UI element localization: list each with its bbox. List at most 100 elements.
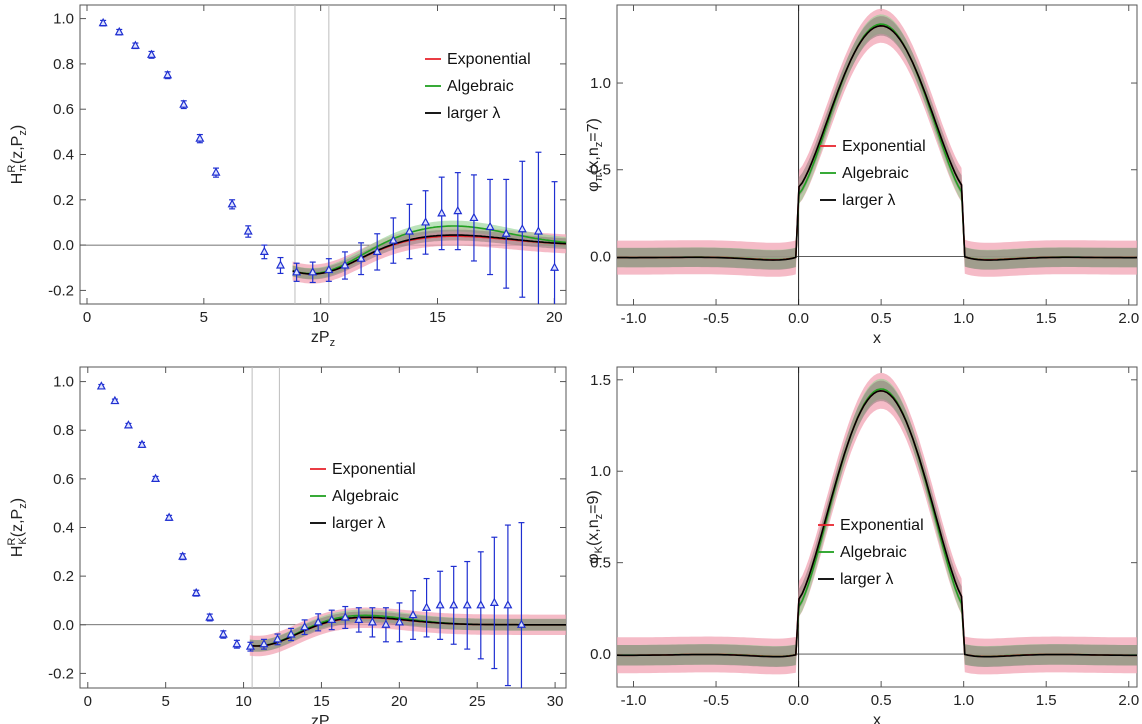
data-point <box>408 609 418 619</box>
data-point <box>381 619 391 628</box>
y-axis-label-main: φ <box>585 553 602 563</box>
x-axis-label-main: x <box>873 712 881 724</box>
data-point <box>259 638 269 648</box>
legend-label-algebraic: Algebraic <box>842 165 909 182</box>
data-point <box>137 439 147 448</box>
data-point <box>516 619 526 628</box>
larger-lambda-line <box>249 616 566 647</box>
x-axis-label-main: zP <box>311 329 330 346</box>
legend-label-larger: larger λ <box>447 105 500 122</box>
x-tick-label: 15 <box>429 309 446 326</box>
y-tick-label: 1.5 <box>590 372 611 389</box>
data-point <box>205 612 215 621</box>
y-tick-label: 1.0 <box>590 75 611 92</box>
x-axis-label: zPz <box>311 713 335 724</box>
data-point <box>110 395 120 405</box>
exponential-band <box>617 372 1137 675</box>
data-point <box>550 262 560 271</box>
y-axis-label-tail: (z,P <box>9 136 26 164</box>
x-tick-label: -0.5 <box>703 692 729 709</box>
y-axis-label-sub: K <box>593 545 605 553</box>
x-tick-label: 1.5 <box>1036 310 1057 327</box>
curve-layer <box>617 372 1137 675</box>
x-tick-label: 0.5 <box>871 310 892 327</box>
plot-frame <box>79 366 567 689</box>
data-point <box>232 638 242 648</box>
y-axis-label-tail: (z,P <box>9 509 26 537</box>
y-axis-label-tail-sub: z <box>593 514 605 520</box>
x-tick-label: 0 <box>83 309 91 326</box>
x-axis-label-sub: z <box>330 337 336 349</box>
data-point <box>146 49 157 58</box>
plot-frame <box>79 4 567 305</box>
y-axis-label: HRK(z,Pz) <box>6 498 29 557</box>
data-point <box>453 205 463 215</box>
legend-label-larger: larger λ <box>332 515 385 532</box>
y-tick-label: 1.0 <box>590 463 611 480</box>
y-tick-label: 0.4 <box>53 520 74 537</box>
y-axis-label-tail-sub: z <box>17 503 29 509</box>
legend-label-exponential: Exponential <box>842 138 926 155</box>
x-axis-label: x <box>873 330 881 347</box>
y-tick-label: 0.0 <box>590 646 611 663</box>
x-tick-label: 10 <box>312 309 329 326</box>
legend-label-algebraic: Algebraic <box>332 488 399 505</box>
y-tick-label: 0.2 <box>53 568 74 585</box>
x-tick-label: -1.0 <box>621 310 647 327</box>
y-axis-label-tail-sub: z <box>17 130 29 136</box>
data-point <box>354 614 364 624</box>
data-point <box>476 600 486 609</box>
data-point <box>164 512 174 521</box>
y-tick-label: -0.2 <box>48 282 74 299</box>
x-tick-label: 1.0 <box>953 310 974 327</box>
data-point <box>462 600 472 609</box>
y-axis-label-main: H <box>9 546 26 558</box>
data-point <box>437 208 447 217</box>
x-tick-label: 15 <box>313 693 330 710</box>
data-point <box>96 381 106 390</box>
data-point <box>195 133 205 142</box>
data-point <box>114 26 124 36</box>
plot-frame <box>616 4 1138 306</box>
x-tick-label: 0.0 <box>788 310 809 327</box>
legend-label-larger: larger λ <box>840 571 893 588</box>
y-tick-label: 0.0 <box>53 617 74 634</box>
data-point <box>178 551 188 560</box>
curve-layer <box>98 17 566 304</box>
x-tick-label: 30 <box>547 693 564 710</box>
data-point <box>218 629 228 638</box>
kaon-matrix-element-panel: 0 5 10 15 20 25 30 -0.2 0.0 0.2 0.4 0.6 0.8 1.0 Expone… <box>6 366 567 724</box>
y-axis-label-end: ) <box>9 125 26 130</box>
y-tick-label: 1.0 <box>53 374 74 391</box>
data-point <box>422 602 432 611</box>
y-tick-label: 0.0 <box>53 237 74 254</box>
y-axis-label: φK(x,nz=9) <box>585 490 605 563</box>
pion-da-panel: -1.0 -0.5 0.0 0.5 1.0 1.5 2.0 0.0 0.5 1.0 Exponent… <box>585 4 1139 347</box>
legend-label-exponential: Exponential <box>840 517 924 534</box>
y-axis-label-end: ) <box>9 498 26 503</box>
x-tick-label: 2.0 <box>1118 692 1139 709</box>
data-point <box>245 641 255 650</box>
data-point <box>191 587 201 597</box>
data-point <box>243 226 253 235</box>
x-tick-label: -1.0 <box>621 692 647 709</box>
curve-layer <box>96 381 566 688</box>
y-axis-label-tail: (x,n <box>585 147 602 174</box>
y-axis-label-sub: K <box>17 537 29 545</box>
legend-label-larger: larger λ <box>842 192 895 209</box>
data-point <box>340 260 350 269</box>
data-point <box>367 617 377 626</box>
data-point <box>130 40 140 49</box>
data-point <box>179 99 189 108</box>
x-tick-label: 1.5 <box>1036 692 1057 709</box>
pion-matrix-element-panel: 0 5 10 15 20 -0.2 0.0 0.2 0.4 0.6 0.8 1.0 Exponentia… <box>6 4 567 349</box>
y-tick-label: 0.2 <box>53 192 74 209</box>
data-point <box>533 226 543 235</box>
data-point <box>404 226 414 235</box>
y-tick-label: 0.4 <box>53 147 74 164</box>
data-point <box>211 167 221 176</box>
data-point <box>327 614 337 624</box>
y-tick-label: 0.8 <box>53 56 74 73</box>
data-point <box>308 267 318 276</box>
